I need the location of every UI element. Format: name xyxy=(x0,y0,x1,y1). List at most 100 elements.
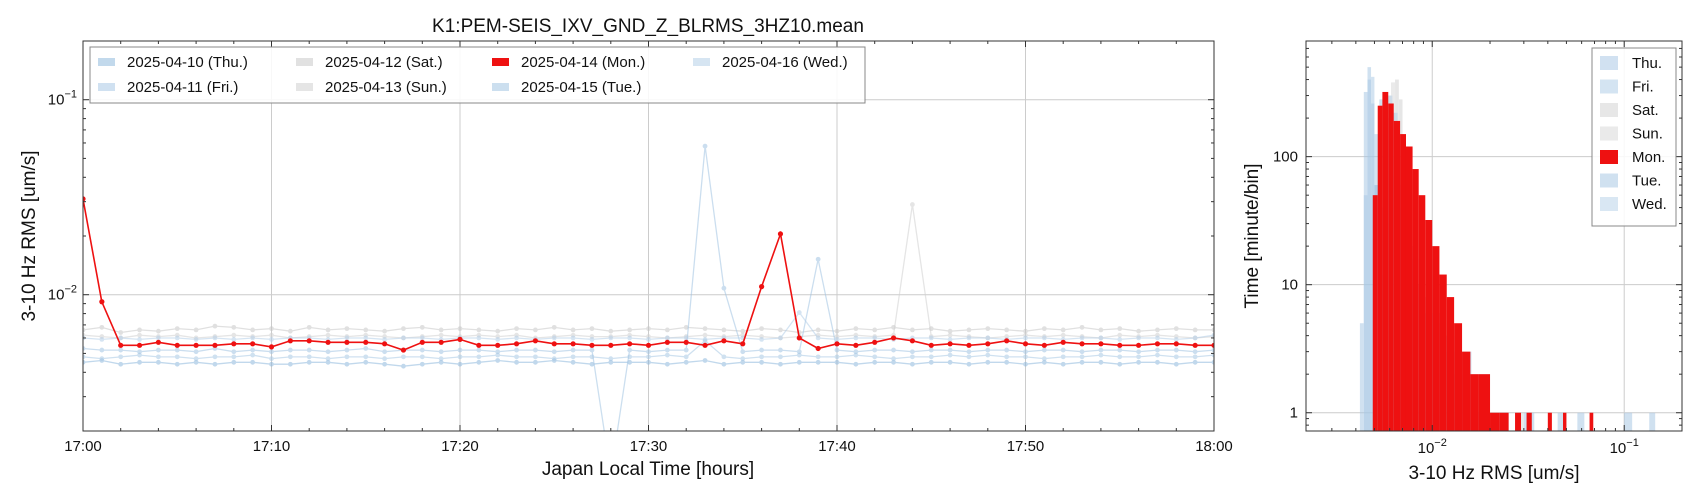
series-point xyxy=(834,347,840,353)
series-point xyxy=(137,352,142,358)
hist-legend-entry-label: Sun. xyxy=(1632,126,1663,143)
series-point xyxy=(174,342,180,348)
series-point xyxy=(1060,354,1066,360)
series-point xyxy=(815,354,821,360)
series-point xyxy=(193,356,199,362)
series-point xyxy=(1117,332,1123,338)
series-point xyxy=(99,336,105,342)
series-point xyxy=(306,324,312,330)
series-point xyxy=(250,359,256,365)
legend-entry-label: 2025-04-14 (Mon.) xyxy=(521,54,645,71)
series-point xyxy=(985,341,991,347)
x-tick-label: 17:00 xyxy=(64,438,102,455)
hist-x-tick-label: 10−1 xyxy=(1610,437,1639,457)
y-tick-label: 10−2 xyxy=(48,284,77,304)
series-point xyxy=(193,327,199,333)
series-point xyxy=(1117,354,1123,360)
series-point xyxy=(325,332,331,338)
hist-legend-entry-label: Wed. xyxy=(1632,196,1667,213)
series-point xyxy=(137,336,142,342)
series-point xyxy=(646,354,651,360)
series-point xyxy=(250,335,256,341)
series-point xyxy=(344,347,350,353)
series-point xyxy=(306,354,312,360)
series-point xyxy=(777,231,784,237)
hist-bar xyxy=(1470,374,1479,431)
series-point xyxy=(796,335,802,341)
series-point xyxy=(269,356,274,362)
series-point xyxy=(570,335,576,341)
series-point xyxy=(363,346,369,351)
series-point xyxy=(910,349,915,355)
series-point xyxy=(99,324,105,330)
series-point xyxy=(1117,326,1123,332)
series-point xyxy=(646,359,651,365)
series-point xyxy=(137,359,142,365)
series-point xyxy=(363,335,369,341)
legend-entry-label: 2025-04-10 (Thu.) xyxy=(127,54,248,71)
series-point xyxy=(872,347,878,353)
series-point xyxy=(401,335,406,341)
series-point xyxy=(382,356,387,362)
series-point xyxy=(646,336,651,342)
series-point xyxy=(457,354,463,360)
series-point xyxy=(909,338,916,344)
series-point xyxy=(457,326,463,332)
series-point xyxy=(608,335,614,341)
series-point xyxy=(646,349,651,355)
series-point xyxy=(1211,332,1214,338)
series-point xyxy=(721,285,727,291)
series-point xyxy=(1192,359,1198,365)
series-point xyxy=(702,332,708,338)
hist-y-tick-label: 1 xyxy=(1290,405,1298,422)
hist-legend-swatch xyxy=(1600,150,1618,164)
series-point xyxy=(551,341,557,347)
series-point xyxy=(853,349,859,355)
hist-legend-entry-label: Sat. xyxy=(1632,102,1659,119)
series-point xyxy=(476,327,482,333)
series-point xyxy=(664,339,670,345)
series-point xyxy=(627,341,633,347)
series-point xyxy=(401,354,406,360)
series-point xyxy=(947,336,953,342)
series-point xyxy=(419,324,425,330)
series-point xyxy=(721,354,727,360)
hist-bar xyxy=(1439,274,1447,431)
series-point xyxy=(740,349,746,355)
hist-bar xyxy=(1624,412,1633,431)
hist-bar xyxy=(1400,134,1406,431)
series-point xyxy=(533,359,538,365)
series-point xyxy=(136,342,143,348)
series-point xyxy=(514,347,519,353)
hist-x-tick-label-exp: −2 xyxy=(1434,437,1447,449)
series-point xyxy=(382,341,388,347)
series-point xyxy=(306,359,312,365)
series-point xyxy=(533,347,538,353)
x-tick-label: 17:40 xyxy=(818,438,856,455)
series-point xyxy=(83,196,86,202)
series-point xyxy=(1173,336,1179,342)
series-point xyxy=(910,354,915,360)
series-point xyxy=(740,341,746,347)
series-point xyxy=(551,324,557,330)
series-point xyxy=(1098,327,1104,333)
hist-x-tick-label-exp: −1 xyxy=(1626,437,1639,449)
hist-x-tick-label-base: 10 xyxy=(1610,440,1627,457)
series-point xyxy=(533,327,538,333)
main-legend: 2025-04-10 (Thu.) 2025-04-11 (Fri.) 2025-0… xyxy=(89,46,866,104)
series-point xyxy=(872,354,878,360)
series-point xyxy=(891,347,896,353)
series-point xyxy=(1079,349,1085,355)
x-tick-label: 17:50 xyxy=(1007,438,1045,455)
series-point xyxy=(438,332,444,338)
series-point xyxy=(438,349,444,355)
series-point xyxy=(1192,342,1198,348)
series-point xyxy=(250,347,256,353)
series-point xyxy=(759,347,764,353)
hist-bar xyxy=(1432,246,1440,431)
series-point xyxy=(174,361,180,367)
series-point xyxy=(928,335,934,341)
hist-y-axis-label: Time [minute/bin] xyxy=(1242,163,1263,308)
series-point xyxy=(1117,361,1123,367)
